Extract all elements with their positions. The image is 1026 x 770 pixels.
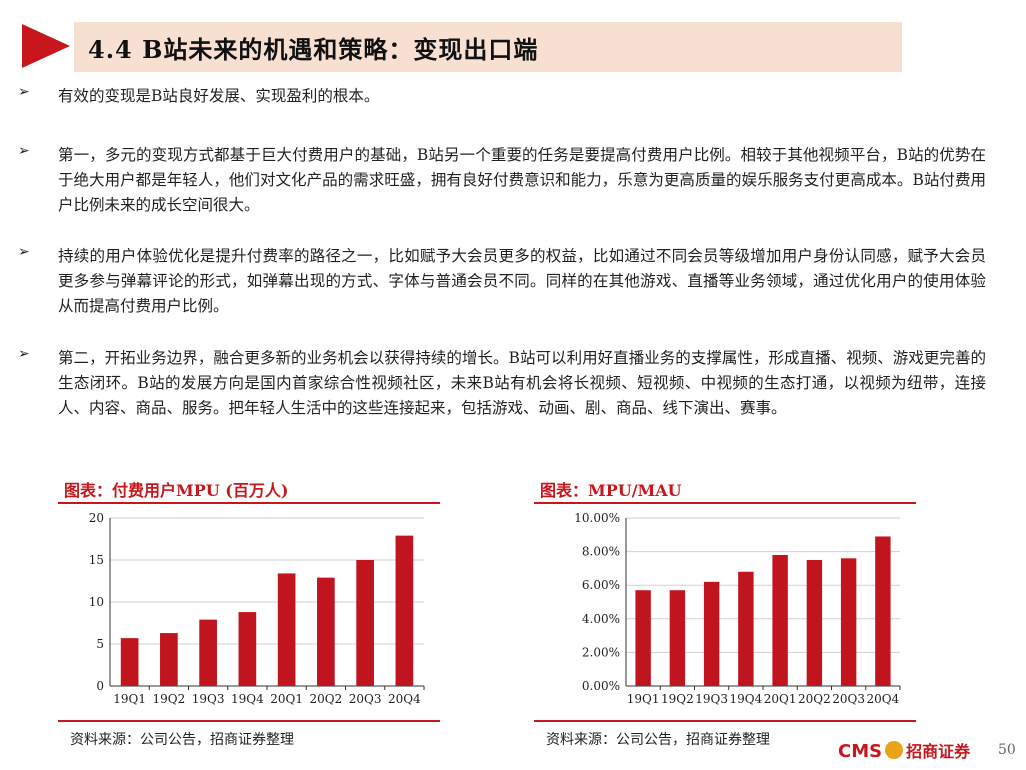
chart-title-mpu: 图表：付费用户MPU (百万人) [64, 481, 289, 500]
y-tick-label: 10.00% [574, 511, 620, 525]
bullet-2: ➢ 第一，多元的变现方式都基于巨大付费用户的基础，B站另一个重要的任务是要提高付… [18, 143, 986, 218]
bar-20Q1 [277, 573, 296, 686]
x-tick-label: 20Q1 [270, 692, 303, 706]
bullet-4: ➢ 第二，开拓业务边界，融合更多新的业务机会以获得持续的增长。B站可以利用好直播… [18, 346, 986, 421]
logo-emblem-icon [885, 741, 904, 759]
chart-rule-bottom [534, 720, 916, 722]
x-tick-label: 19Q2 [153, 692, 186, 706]
x-tick-label: 19Q3 [695, 692, 728, 706]
y-tick-label: 6.00% [582, 578, 620, 592]
x-tick-label: 20Q2 [798, 692, 831, 706]
logo-cn-text: 招商证券 [906, 742, 971, 761]
x-tick-label: 20Q3 [832, 692, 865, 706]
title-arrow-icon [22, 24, 70, 68]
x-tick-label: 19Q4 [730, 692, 763, 706]
bar-20Q2 [806, 560, 823, 686]
bullet-arrow-icon: ➢ [18, 84, 30, 100]
bar-19Q4 [738, 571, 754, 686]
bar-20Q1 [772, 554, 788, 686]
logo-cms-text: CMS [838, 741, 883, 762]
bar-19Q2 [669, 590, 686, 686]
source-note: 资料来源：公司公告，招商证券整理 [70, 732, 294, 748]
x-tick-label: 19Q1 [113, 692, 146, 706]
bullet-text: 第二，开拓业务边界，融合更多新的业务机会以获得持续的增长。B站可以利用好直播业务… [58, 349, 986, 417]
x-tick-label: 20Q2 [310, 692, 343, 706]
bar-20Q4 [395, 535, 414, 686]
chart-mpu-mau: 0.00%2.00%4.00%6.00%8.00%10.00%19Q1 19Q2 1… [574, 511, 901, 706]
bar-19Q1 [120, 638, 139, 686]
chart-rule-top [534, 502, 916, 504]
bar-19Q3 [199, 619, 217, 686]
bar-20Q4 [875, 536, 891, 686]
y-tick-label: 5 [96, 637, 104, 651]
y-tick-label: 10 [89, 595, 104, 609]
x-tick-label: 20Q4 [388, 692, 421, 706]
x-tick-label: 20Q4 [867, 692, 900, 706]
x-tick-label: 19Q2 [661, 692, 694, 706]
page-number: 50 [998, 742, 1016, 758]
bar-19Q3 [703, 581, 720, 686]
bullet-text: 有效的变现是B站良好发展、实现盈利的根本。 [58, 87, 380, 105]
bullet-arrow-icon: ➢ [18, 346, 30, 362]
x-tick-label: 20Q1 [764, 692, 797, 706]
y-tick-label: 8.00% [582, 545, 620, 559]
bullet-arrow-icon: ➢ [18, 143, 30, 159]
y-tick-label: 0.00% [582, 679, 620, 693]
bar-20Q3 [356, 560, 374, 686]
bar-19Q4 [238, 612, 257, 686]
chart-rule-bottom [58, 720, 440, 722]
bullet-3: ➢ 持续的用户体验优化是提升付费率的路径之一，比如赋予大会员更多的权益，比如通过… [18, 244, 986, 319]
y-tick-label: 2.00% [582, 645, 620, 659]
bullet-arrow-icon: ➢ [18, 244, 30, 260]
y-tick-label: 0 [96, 679, 104, 693]
bar-19Q2 [160, 633, 178, 686]
bullet-text: 第一，多元的变现方式都基于巨大付费用户的基础，B站另一个重要的任务是要提高付费用… [58, 146, 986, 214]
x-tick-label: 19Q3 [192, 692, 225, 706]
bar-20Q3 [840, 558, 857, 686]
title-bar [74, 22, 902, 72]
x-tick-label: 20Q3 [349, 692, 382, 706]
bar-20Q2 [317, 577, 335, 686]
y-tick-label: 15 [89, 553, 104, 567]
chart-title-ratio: 图表：MPU/MAU [540, 481, 682, 500]
x-tick-label: 19Q1 [627, 692, 660, 706]
y-tick-label: 20 [89, 511, 104, 525]
y-tick-label: 4.00% [582, 612, 620, 626]
page-title: 4.4 B站未来的机遇和策略：变现出口端 [88, 35, 539, 64]
bullet-1: ➢ 有效的变现是B站良好发展、实现盈利的根本。 [18, 84, 986, 109]
cms-logo: CMS 招商证券 [838, 738, 970, 764]
bullet-text: 持续的用户体验优化是提升付费率的路径之一，比如赋予大会员更多的权益，比如通过不同… [58, 247, 986, 315]
bar-19Q1 [635, 590, 651, 686]
chart-rule-top [58, 502, 440, 504]
chart-mpu: 0 5 10 15 20 19Q1 19Q2 19Q3 19Q4 20Q1 20Q2 20Q3 20Q4 [89, 511, 425, 706]
x-tick-label: 19Q4 [231, 692, 264, 706]
source-note: 资料来源：公司公告，招商证券整理 [546, 732, 770, 748]
